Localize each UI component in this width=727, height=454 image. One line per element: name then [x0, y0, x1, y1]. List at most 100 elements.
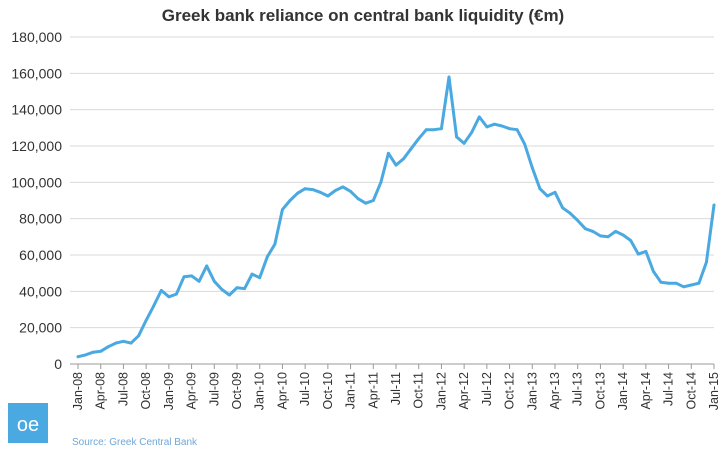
x-tick-label: Apr-13	[548, 372, 562, 410]
x-tick-label: Jan-12	[434, 372, 448, 410]
data-point	[122, 339, 125, 343]
data-point	[99, 349, 103, 353]
y-tick-label: 0	[54, 356, 62, 372]
y-tick-label: 120,000	[11, 138, 62, 154]
data-point	[568, 211, 572, 215]
data-point	[402, 157, 405, 161]
x-tick-label: Jan-11	[344, 372, 358, 409]
logo-box	[8, 403, 48, 443]
data-point	[220, 288, 224, 291]
data-point	[440, 127, 443, 131]
y-tick-label: 180,000	[11, 29, 62, 45]
data-point	[394, 163, 398, 167]
data-point	[523, 142, 527, 146]
data-point	[697, 281, 701, 285]
x-tick-label: Jul-11	[389, 372, 403, 405]
data-point	[424, 128, 428, 132]
data-point	[175, 292, 178, 296]
x-tick-label: Jul-10	[298, 372, 312, 406]
data-point	[356, 197, 360, 201]
x-tick-label: Oct-14	[684, 372, 698, 410]
data-point	[364, 201, 368, 205]
data-point	[190, 274, 194, 278]
data-point	[659, 280, 663, 284]
data-point	[84, 353, 87, 357]
source-note: Source: Greek Central Bank	[72, 437, 198, 448]
data-point	[91, 350, 95, 354]
x-tick-label: Jan-13	[525, 372, 539, 410]
x-tick-label: Jan-09	[162, 372, 176, 410]
x-tick-label: Jul-14	[662, 372, 676, 406]
data-point	[652, 270, 655, 273]
x-tick-label: Oct-12	[503, 372, 517, 410]
data-point	[243, 287, 247, 290]
x-tick-label: Oct-13	[593, 372, 607, 410]
gridlines	[70, 36, 714, 365]
data-point	[318, 190, 322, 194]
x-tick-label: Jul-12	[480, 372, 494, 406]
data-point	[447, 75, 451, 79]
data-point	[197, 279, 201, 283]
y-axis-tick-labels: 0 20,000 40,000 60,000 80,000 100,000 120,000 1…	[11, 29, 62, 372]
x-tick-label: Jul-08	[116, 372, 130, 406]
x-tick-label: Apr-09	[185, 372, 199, 410]
data-point	[371, 199, 375, 202]
x-tick-label: Apr-11	[366, 372, 380, 409]
x-tick-label: Oct-11	[412, 372, 426, 409]
data-point	[212, 279, 216, 283]
x-tick-label: Jan-14	[616, 372, 630, 410]
data-point	[137, 334, 141, 338]
data-point	[303, 187, 307, 191]
data-point	[311, 188, 315, 192]
data-point	[129, 341, 133, 345]
x-tick-label: Oct-09	[230, 372, 244, 410]
x-tick-label: Apr-08	[94, 372, 108, 410]
series-line	[76, 75, 716, 359]
data-point	[379, 180, 383, 184]
data-point	[288, 199, 292, 202]
data-point	[712, 203, 716, 207]
data-point	[349, 190, 352, 193]
data-point	[152, 304, 156, 308]
data-point	[674, 281, 678, 285]
chart-title: Greek bank reliance on central bank liqu…	[162, 6, 564, 25]
data-point	[561, 206, 564, 210]
data-point	[508, 127, 511, 131]
data-point	[334, 189, 337, 192]
data-point	[281, 208, 284, 212]
data-point	[470, 131, 474, 134]
data-point	[462, 141, 466, 145]
data-point	[614, 230, 617, 233]
data-point	[167, 295, 171, 299]
data-point	[606, 235, 610, 239]
y-tick-label: 160,000	[11, 65, 62, 81]
data-point	[106, 345, 110, 349]
data-point	[689, 283, 693, 287]
data-point	[485, 125, 489, 129]
data-point	[576, 219, 580, 222]
data-point	[591, 230, 595, 233]
x-tick-label: Jul-13	[571, 372, 585, 406]
y-tick-label: 60,000	[19, 247, 62, 263]
data-point	[273, 242, 277, 246]
x-axis-tick-labels: Jan-08 Apr-08 Jul-08 Oct-08 Jan-09 Apr-09 Jul-…	[71, 364, 721, 410]
y-tick-label: 80,000	[19, 211, 62, 227]
logo-text: oe	[17, 414, 39, 436]
data-point	[417, 137, 421, 141]
data-point	[182, 275, 186, 279]
x-tick-label: Oct-08	[139, 372, 153, 410]
data-point	[538, 187, 542, 191]
data-point	[250, 272, 254, 276]
data-point	[553, 190, 557, 194]
data-point	[477, 115, 481, 119]
x-tick-label: Jan-15	[707, 372, 721, 410]
data-point	[515, 128, 519, 132]
x-tick-label: Jul-09	[207, 372, 221, 406]
data-point	[455, 135, 458, 139]
data-point	[667, 281, 670, 285]
x-tick-label: Apr-14	[639, 372, 653, 410]
x-tick-label: Apr-12	[457, 372, 471, 410]
y-tick-label: 100,000	[11, 174, 62, 190]
data-point	[326, 194, 330, 198]
